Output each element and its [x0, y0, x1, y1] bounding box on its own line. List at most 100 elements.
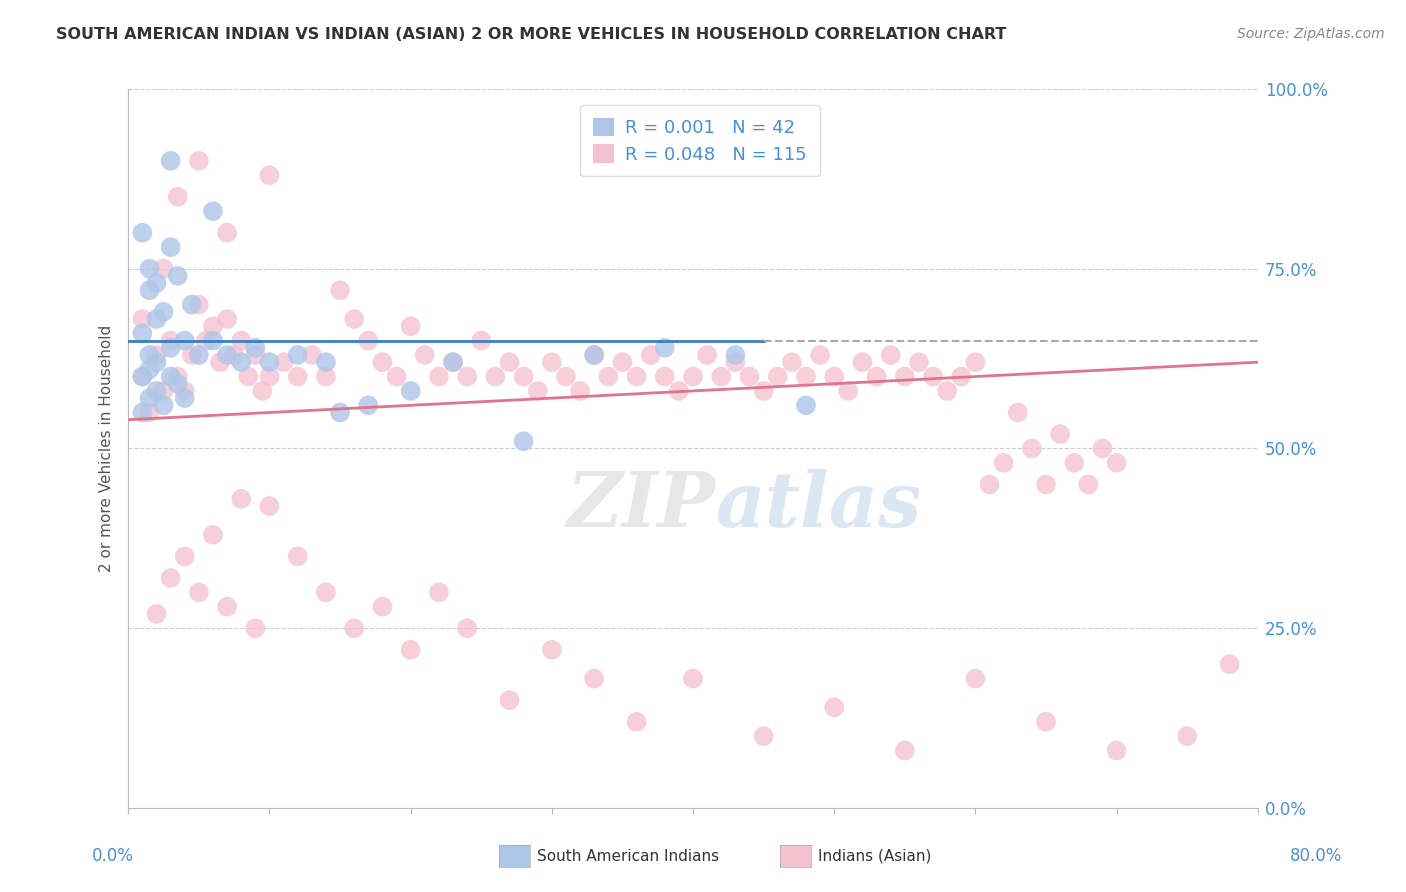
- Point: [894, 369, 917, 384]
- Point: [512, 434, 534, 449]
- Point: [131, 369, 153, 384]
- Point: [301, 348, 323, 362]
- Point: [1049, 427, 1071, 442]
- Point: [217, 312, 239, 326]
- Point: [259, 499, 281, 513]
- Point: [287, 348, 309, 362]
- Point: [224, 348, 246, 362]
- Point: [894, 743, 917, 757]
- Point: [138, 261, 160, 276]
- Point: [166, 190, 188, 204]
- Point: [965, 355, 987, 369]
- Point: [152, 398, 174, 412]
- Point: [152, 384, 174, 398]
- Point: [865, 369, 887, 384]
- Point: [598, 369, 620, 384]
- Point: [1007, 405, 1029, 419]
- Point: [187, 348, 209, 362]
- Point: [427, 585, 450, 599]
- Text: South American Indians: South American Indians: [537, 849, 720, 863]
- Point: [187, 153, 209, 168]
- Point: [526, 384, 548, 398]
- Point: [950, 369, 973, 384]
- Point: [1021, 442, 1043, 456]
- Point: [201, 528, 224, 542]
- Point: [152, 261, 174, 276]
- Point: [1105, 456, 1128, 470]
- Point: [145, 276, 167, 290]
- Point: [343, 621, 366, 635]
- Point: [555, 369, 578, 384]
- Point: [159, 240, 181, 254]
- Point: [399, 319, 422, 334]
- Point: [668, 384, 690, 398]
- Point: [259, 355, 281, 369]
- Point: [315, 585, 337, 599]
- Point: [131, 312, 153, 326]
- Point: [208, 355, 231, 369]
- Point: [682, 672, 704, 686]
- Point: [710, 369, 733, 384]
- Point: [993, 456, 1015, 470]
- Point: [441, 355, 464, 369]
- Point: [654, 369, 676, 384]
- Point: [470, 334, 492, 348]
- Point: [343, 312, 366, 326]
- Point: [794, 398, 817, 412]
- Point: [166, 369, 188, 384]
- Point: [187, 298, 209, 312]
- Text: atlas: atlas: [716, 469, 922, 543]
- Point: [908, 355, 931, 369]
- Point: [441, 355, 464, 369]
- Point: [724, 355, 747, 369]
- Point: [837, 384, 859, 398]
- Point: [201, 334, 224, 348]
- Point: [922, 369, 945, 384]
- Point: [965, 672, 987, 686]
- Point: [498, 693, 520, 707]
- Point: [583, 348, 606, 362]
- Point: [1077, 477, 1099, 491]
- Point: [238, 369, 260, 384]
- Point: [131, 369, 153, 384]
- Point: [540, 642, 562, 657]
- Point: [752, 384, 775, 398]
- Point: [654, 341, 676, 355]
- Point: [231, 491, 253, 506]
- Point: [287, 549, 309, 564]
- Point: [640, 348, 662, 362]
- Point: [231, 334, 253, 348]
- Text: SOUTH AMERICAN INDIAN VS INDIAN (ASIAN) 2 OR MORE VEHICLES IN HOUSEHOLD CORRELAT: SOUTH AMERICAN INDIAN VS INDIAN (ASIAN) …: [56, 27, 1007, 42]
- Point: [194, 334, 217, 348]
- Point: [1035, 477, 1057, 491]
- Point: [231, 355, 253, 369]
- Point: [131, 326, 153, 341]
- Point: [484, 369, 506, 384]
- Point: [131, 405, 153, 419]
- Point: [371, 355, 394, 369]
- Point: [540, 355, 562, 369]
- Point: [329, 405, 352, 419]
- Point: [1105, 743, 1128, 757]
- Point: [273, 355, 295, 369]
- Point: [682, 369, 704, 384]
- Point: [166, 268, 188, 283]
- Point: [766, 369, 789, 384]
- Text: ZIP: ZIP: [567, 469, 716, 543]
- Point: [612, 355, 634, 369]
- Point: [245, 341, 267, 355]
- Point: [512, 369, 534, 384]
- Point: [357, 334, 380, 348]
- Point: [1035, 714, 1057, 729]
- Y-axis label: 2 or more Vehicles in Household: 2 or more Vehicles in Household: [100, 325, 114, 572]
- Point: [217, 599, 239, 614]
- Point: [371, 599, 394, 614]
- Point: [217, 348, 239, 362]
- Point: [145, 355, 167, 369]
- Point: [173, 391, 195, 405]
- Point: [138, 391, 160, 405]
- Point: [145, 607, 167, 621]
- Point: [583, 348, 606, 362]
- Point: [138, 405, 160, 419]
- Point: [1091, 442, 1114, 456]
